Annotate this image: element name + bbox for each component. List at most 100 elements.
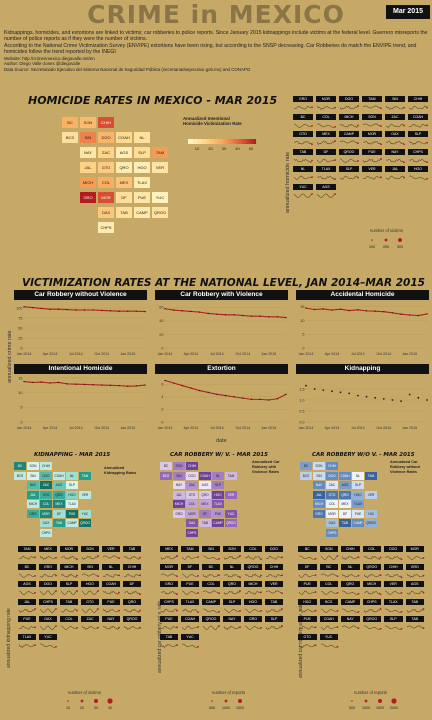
x-tick-label: Jan 2014	[299, 426, 314, 430]
homicide-tile-tam: TAM	[152, 147, 168, 158]
mini-tile-coah: COAH	[199, 471, 211, 480]
state-last-point	[97, 607, 99, 610]
state-last-point	[311, 124, 313, 127]
page-title: CRIME in MEXICO	[87, 0, 345, 29]
state-trend-line	[202, 590, 220, 594]
state-panel-plot	[363, 607, 381, 613]
state-trend-line	[298, 590, 316, 595]
state-last-point	[314, 573, 317, 576]
state-panel-plot	[408, 105, 428, 110]
y-tick-label: 1.5	[299, 387, 304, 391]
state-last-point	[403, 176, 405, 179]
y-tick-label: 0	[161, 420, 163, 424]
homicide-tile-son: SON	[80, 117, 96, 128]
state-panel-header: SLP	[223, 598, 241, 605]
state-trend-line	[363, 555, 381, 560]
data-point	[172, 382, 175, 384]
state-trend-line	[181, 643, 199, 648]
state-panel-plot	[18, 555, 36, 560]
state-panel-plot	[406, 555, 424, 560]
state-trend-line	[406, 573, 424, 578]
state-panel-plot	[316, 158, 336, 163]
state-last-point	[422, 607, 424, 610]
homicide-tile-gto: GTO	[98, 162, 114, 173]
state-panel-header: NAY	[102, 616, 120, 622]
data-point	[49, 382, 51, 384]
homicide-tile-oax: OAX	[98, 207, 114, 218]
intro-paragraph-1: Kidnappings, homicides, and extortions a…	[4, 30, 428, 43]
x-tick-label: Jul 2014	[351, 352, 365, 356]
state-panel-plot	[123, 573, 141, 577]
state-panel-header: BCS	[319, 598, 338, 605]
state-panel-plot	[18, 573, 36, 578]
data-point	[172, 309, 175, 311]
data-point	[144, 310, 146, 313]
legend-swatch	[228, 139, 231, 144]
y-tick-label: 50	[18, 326, 22, 330]
national-panel-title: Intentional Homicide	[14, 364, 147, 374]
legend-swatch	[220, 139, 223, 144]
state-panel-header: SLP	[408, 131, 428, 137]
state-trend-line	[244, 573, 262, 578]
national-panel-plot: 0 5 10 15 Jan 2014 Apr 2014 Jul 2014 Oct 2014 Ja…	[17, 376, 146, 430]
y-tick-label: 100	[16, 306, 22, 310]
state-panel-header: SON	[319, 546, 338, 552]
series-line	[305, 307, 428, 317]
data-point	[127, 385, 129, 387]
data-point	[259, 398, 261, 401]
mini-tile-sin: SIN	[27, 471, 39, 480]
state-panel-header: DGO	[265, 546, 283, 552]
size-legend-dot	[67, 700, 69, 702]
state-panel-plot	[406, 573, 424, 578]
state-last-point	[403, 124, 405, 127]
state-trend-line	[293, 193, 313, 198]
x-tick-label: Jan 2014	[299, 352, 314, 356]
state-panel-header: CHIH	[341, 546, 360, 552]
state-trend-line	[181, 607, 199, 613]
state-trend-line	[298, 625, 316, 630]
x-tick-label: Apr 2014	[184, 426, 199, 430]
state-panel-plot	[341, 590, 360, 595]
state-last-point	[380, 107, 382, 110]
state-trend-line	[385, 175, 405, 180]
legend-swatch	[189, 139, 192, 144]
state-panel-header: QROO	[202, 616, 220, 622]
state-trend-line	[18, 643, 36, 648]
data-point	[83, 383, 86, 386]
data-point	[190, 387, 192, 389]
state-panel-header: MEX	[316, 131, 336, 137]
state-last-point	[76, 590, 78, 592]
state-last-point	[281, 556, 283, 559]
state-panel-header: MOR	[160, 563, 178, 570]
state-panel-plot	[160, 590, 178, 596]
state-panel-plot	[363, 625, 381, 630]
state-last-point	[380, 143, 382, 146]
state-last-point	[380, 176, 382, 179]
mini-tile-pue: PUE	[352, 509, 364, 518]
size-legend-dot	[80, 699, 84, 703]
y-tick-label: 1.0	[299, 398, 304, 402]
data-point	[198, 389, 201, 392]
state-last-point	[55, 607, 57, 610]
state-panel-header: CHIH	[408, 96, 428, 102]
state-panel-header: HGO	[408, 166, 428, 172]
state-last-point	[357, 176, 359, 179]
size-legend-label: 100	[369, 245, 375, 249]
y-tick-label: 20	[159, 333, 163, 337]
data-point	[75, 383, 77, 385]
data-point	[118, 384, 120, 387]
state-trend-line	[181, 555, 199, 560]
mini-tile-ags: AGS	[339, 481, 351, 489]
legend-swatch	[188, 139, 190, 144]
state-panel-plot	[320, 625, 338, 630]
mini-tile-mich: MICH	[313, 500, 325, 508]
y-tick-label: 60	[159, 306, 163, 310]
national-panel-title: Extortion	[155, 364, 288, 374]
y-tick-label: 15	[300, 305, 304, 309]
state-panel-plot	[160, 608, 178, 613]
homicide-tile-qro: QRO	[116, 162, 132, 173]
state-panel-header: VER	[265, 581, 283, 587]
state-panel-header: DF	[298, 563, 317, 570]
state-last-point	[176, 643, 178, 646]
website-link[interactable]: Website: http://crimenmexico.diegovalle.…	[4, 55, 95, 61]
